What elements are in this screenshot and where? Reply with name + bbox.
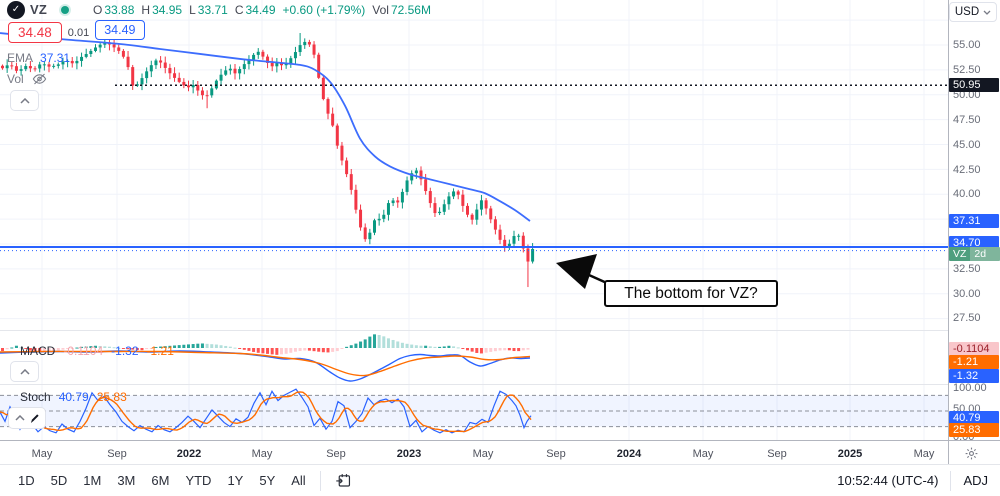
ticker-chip: VZ [949,247,971,261]
annotation-text: The bottom for VZ? [624,284,758,302]
price-tick: 32.50 [953,263,981,275]
visibility-off-icon[interactable] [30,71,49,87]
calendar-icon [335,474,350,487]
time-label-year: 2023 [396,448,422,460]
price-tick: 50.00 [953,89,981,101]
symbol-header[interactable]: ✓ VZ O 33.88 H 34.95 L 33.71 C 34.49 +0.60 (… [7,0,431,19]
spread-value: 0.01 [67,27,90,39]
range-button-1m[interactable]: 1M [83,473,102,488]
toolbar-divider [950,470,952,491]
stoch-k-value: 40.79 [58,390,89,404]
price-tick: 30.00 [953,288,981,300]
price-chip: -1.32 [949,369,999,383]
time-label-year: 2025 [837,448,863,460]
price-chip: 25.83 [949,423,999,437]
price-tick: 100.00 [953,382,987,394]
gear-icon[interactable] [964,446,979,466]
time-label-year: 2024 [616,448,642,460]
macd-hist-value: -0.1104 [63,344,104,358]
price-tick: 47.50 [953,114,981,126]
macd-title: MACD [20,344,56,358]
pencil-icon [30,413,39,423]
volume-indicator-legend: Vol [7,71,49,87]
volume-value: 72.56M [390,2,431,17]
time-label-month: Sep [326,448,346,460]
time-label-month: May [31,448,53,460]
range-button-all[interactable]: All [291,473,306,488]
price-tick: 40.00 [953,188,981,200]
range-button-5d[interactable]: 5D [50,473,68,488]
bottom-toolbar: 1D 5D 1M 3M 6M YTD 1Y 5Y All 10:52:44 (UTC-4) AD… [0,465,1000,496]
open-value: 33.88 [104,2,135,17]
close-label: C [234,2,244,17]
range-button-5y[interactable]: 5Y [259,473,276,488]
ema-value: 37.31 [40,51,71,65]
verizon-logo-icon: ✓ [7,0,25,19]
macd-signal-value: -1.21 [146,344,174,358]
stoch-pane-controls[interactable] [8,407,46,429]
stoch-d-value: 25.83 [96,390,127,404]
adjusted-data-toggle[interactable]: ADJ [963,473,988,488]
price-chip: -0.1104 [949,342,999,356]
price-tick: 42.50 [953,164,981,176]
time-label-month: May [472,448,494,460]
collapse-main-pane-button[interactable] [10,90,39,111]
price-chip: 50.95 [949,78,999,92]
time-label-year: 2022 [176,448,202,460]
time-label-month: May [692,448,714,460]
ohlc-readout: O 33.88 H 34.95 L 33.71 C 34.49 +0.60 (+1.79… [86,3,431,17]
time-label-month: Sep [546,448,566,460]
change-value: +0.60 (+1.79%) [282,2,366,17]
volume-label: Vol [372,2,389,17]
toolbar-divider [319,470,321,491]
high-label: H [141,2,151,17]
currency-label: USD [954,6,980,18]
range-button-1y[interactable]: 1Y [227,473,244,488]
close-value: 34.49 [245,2,276,17]
market-status-icon [61,5,70,14]
range-button-ytd[interactable]: YTD [185,473,212,488]
time-label-month: May [251,448,273,460]
price-tick: 52.50 [953,64,981,76]
bid-button[interactable]: 34.48 [8,22,62,43]
price-tick: 55.00 [953,39,981,51]
collapse-macd-pane-button[interactable] [10,361,39,382]
ema-label: EMA [7,51,34,65]
price-tick: 45.00 [953,139,981,151]
low-label: L [189,2,196,17]
bid-ask-row: 34.48 0.01 34.49 [8,20,145,43]
low-value: 33.71 [197,2,228,17]
ema-legend: EMA 37.31 [7,51,70,65]
time-label-month: Sep [767,448,787,460]
high-value: 34.95 [152,2,183,17]
range-button-6m[interactable]: 6M [151,473,170,488]
clock-readout[interactable]: 10:52:44 (UTC-4) [837,473,939,488]
price-chip: 34.70 [949,236,999,250]
ask-button[interactable]: 34.49 [95,20,145,40]
range-button-3m[interactable]: 3M [117,473,136,488]
price-chip: 37.31 [949,214,999,228]
go-to-date-button[interactable] [327,469,360,492]
open-label: O [93,2,103,17]
chevron-up-icon [15,415,25,421]
range-button-1d[interactable]: 1D [18,473,35,488]
chevron-down-icon [983,10,991,15]
bar-countdown: 2d 6h [970,247,1000,261]
annotation-callout[interactable]: The bottom for VZ? [604,280,778,307]
stoch-title: Stoch [20,390,51,404]
price-tick: 27.50 [953,312,981,324]
time-label-month: Sep [107,448,127,460]
volume-indicator-label: Vol [7,72,24,86]
stoch-legend: Stoch 40.79 25.83 [20,390,127,404]
price-chip: -1.21 [949,355,999,369]
price-chip: 40.79 [949,411,999,425]
macd-legend: MACD -0.1104 -1.32 -1.21 [20,344,174,358]
symbol-title[interactable]: VZ [30,2,48,17]
time-label-month: May [913,448,935,460]
macd-line-value: -1.32 [111,344,139,358]
currency-selector[interactable]: USD [949,2,997,22]
